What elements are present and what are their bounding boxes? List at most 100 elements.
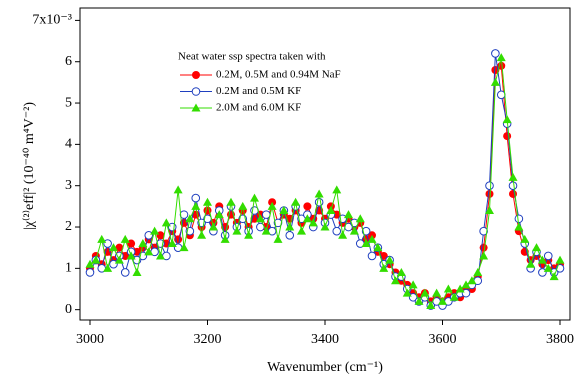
data-point [232, 226, 242, 235]
legend-marker [191, 103, 201, 112]
data-point [373, 243, 383, 252]
data-point [132, 247, 141, 256]
data-point [455, 284, 465, 293]
data-point [414, 296, 424, 305]
data-point [85, 268, 95, 277]
series-line [89, 53, 561, 307]
data-point [115, 243, 124, 252]
data-point [121, 251, 130, 260]
data-point [520, 234, 530, 243]
data-point [496, 53, 506, 62]
data-point [508, 181, 518, 190]
x-axis-label: Wavenumber (cm⁻¹) [267, 360, 383, 375]
data-point [491, 49, 500, 58]
y-tick-label: 2 [65, 219, 72, 234]
data-point [355, 214, 365, 223]
data-point [97, 234, 107, 243]
data-point [291, 197, 301, 206]
data-point [332, 210, 341, 219]
data-point [526, 259, 536, 268]
data-point [302, 214, 312, 223]
x-tick-label: 3600 [429, 332, 457, 347]
y-tick-label: 3 [65, 178, 72, 193]
data-point [420, 288, 430, 297]
data-point [238, 201, 248, 210]
data-point [438, 296, 448, 305]
data-point [349, 226, 359, 235]
data-point [144, 230, 154, 240]
data-point [144, 247, 154, 256]
data-point [208, 222, 218, 231]
data-point [508, 172, 518, 181]
data-point [285, 230, 295, 240]
data-point [127, 239, 136, 248]
data-point [496, 90, 506, 100]
data-point [120, 268, 130, 277]
data-point [108, 243, 118, 252]
data-point [408, 280, 418, 289]
data-point [408, 292, 418, 302]
data-point [132, 267, 142, 276]
y-tick-label: 0 [65, 302, 72, 317]
data-point [514, 214, 524, 224]
data-point [179, 243, 189, 252]
data-point [185, 214, 195, 223]
data-point [332, 226, 342, 236]
data-point [537, 255, 547, 264]
data-point [285, 222, 295, 231]
data-point [338, 230, 348, 239]
data-point [273, 234, 283, 243]
data-point [197, 230, 207, 239]
data-point [255, 214, 265, 223]
data-point [555, 255, 565, 264]
data-point [303, 202, 312, 211]
data-point [479, 243, 488, 252]
legend-title: Neat water ssp spectra taken with [178, 51, 326, 63]
data-point [109, 259, 118, 269]
data-point [326, 205, 336, 214]
data-point [473, 267, 483, 276]
data-point [244, 230, 254, 239]
x-tick-label: 3200 [193, 332, 221, 347]
data-point [220, 234, 230, 243]
data-point [279, 205, 289, 214]
data-point [173, 185, 183, 194]
data-point [485, 205, 495, 214]
data-point [261, 210, 271, 219]
data-point [361, 239, 371, 248]
data-point [514, 222, 524, 231]
data-point [549, 272, 559, 281]
data-point [479, 226, 488, 236]
data-point [261, 226, 271, 235]
data-point [490, 77, 500, 86]
data-point [156, 231, 165, 240]
data-point [396, 267, 406, 276]
data-point [503, 132, 512, 141]
data-point [543, 251, 553, 261]
data-point [167, 239, 177, 248]
data-point [379, 263, 389, 272]
data-point [226, 197, 236, 206]
legend-label: 0.2M and 0.5M KF [216, 85, 301, 97]
data-point [138, 239, 148, 248]
data-point [538, 268, 547, 277]
data-point [126, 251, 136, 260]
data-point [485, 189, 494, 198]
data-point [114, 255, 124, 264]
y-tick-label: 6 [65, 54, 72, 69]
data-point [449, 292, 459, 301]
data-point [120, 234, 130, 243]
legend-label: 2.0M and 6.0M KF [216, 102, 301, 114]
data-point [385, 255, 395, 264]
data-point [296, 226, 306, 235]
data-point [426, 301, 436, 310]
data-point [461, 280, 471, 289]
data-point [91, 255, 101, 264]
data-point [443, 284, 453, 293]
data-point [191, 193, 201, 203]
data-point [103, 239, 112, 248]
data-point [432, 288, 442, 297]
legend-label: 0.2M, 0.5M and 0.94M NaF [216, 69, 341, 81]
y-tick-label: 5 [65, 95, 72, 110]
data-point [367, 234, 377, 243]
